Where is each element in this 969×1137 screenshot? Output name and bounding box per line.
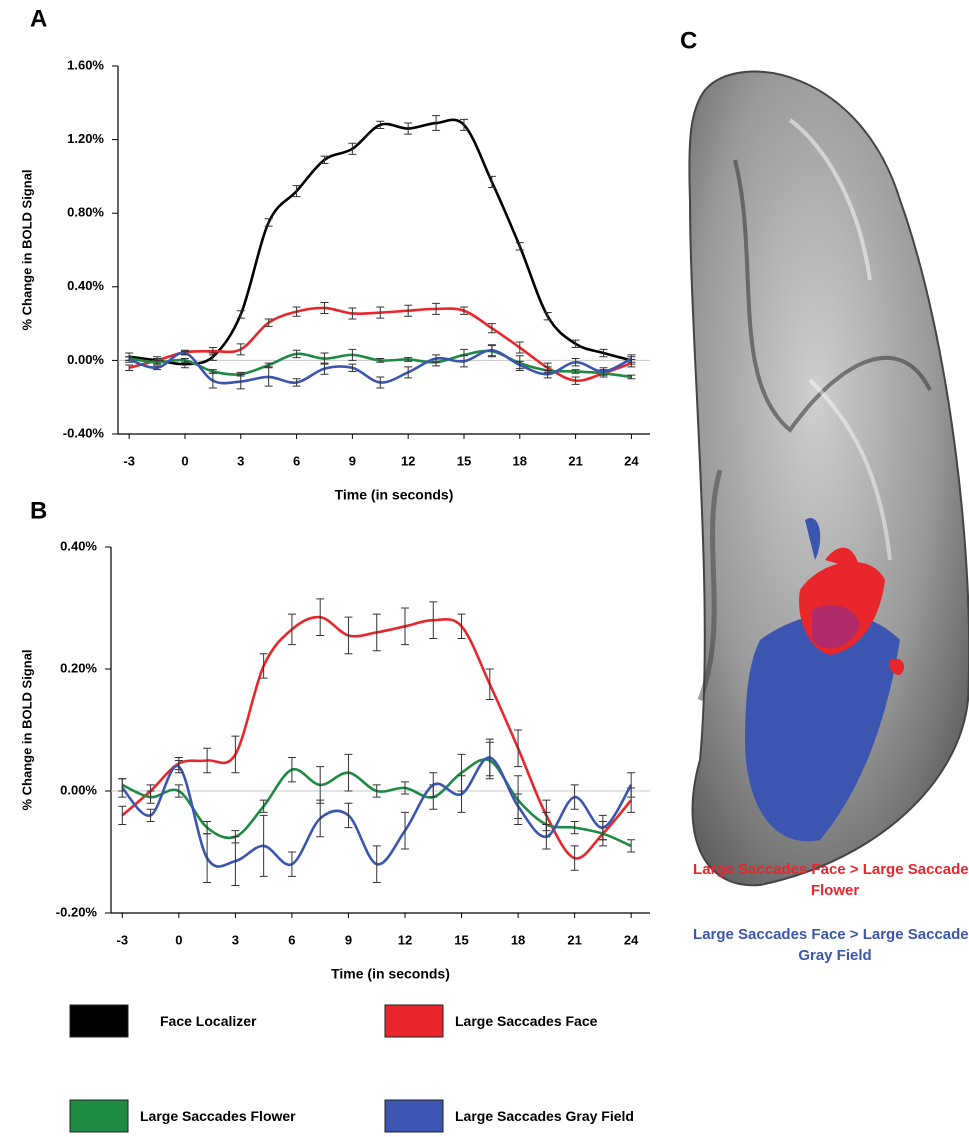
x-tick-label: 3 [237, 453, 244, 468]
legend-label: Large Saccades Flower [140, 1108, 296, 1124]
error-bar [344, 803, 352, 827]
x-axis-title: Time (in seconds) [331, 966, 450, 982]
x-tick-label: 18 [511, 932, 525, 947]
panel-label: B [30, 497, 47, 524]
y-tick-label: 0.40% [60, 538, 97, 553]
error-bar [486, 669, 494, 700]
error-bar [316, 800, 324, 837]
x-tick-label: 12 [401, 453, 415, 468]
y-tick-label: -0.40% [63, 425, 105, 440]
error-bar [118, 806, 126, 824]
x-tick-label: 18 [513, 453, 527, 468]
x-tick-label: 6 [288, 932, 295, 947]
y-tick-label: 1.60% [67, 57, 104, 72]
x-tick-label: 24 [624, 453, 639, 468]
x-tick-label: 0 [175, 932, 182, 947]
legend-swatch [385, 1005, 443, 1037]
error-bar [516, 243, 524, 250]
error-bar [203, 834, 211, 883]
x-tick-label: 0 [181, 453, 188, 468]
panel-label: C [680, 27, 697, 54]
x-tick-label: -3 [117, 932, 129, 947]
error-bar [514, 730, 522, 767]
legend-swatch [385, 1100, 443, 1132]
figure: C A % Change in BOLD Signal Time (in secon… [0, 0, 969, 1137]
x-tick-label: 6 [293, 453, 300, 468]
error-bar [231, 736, 239, 773]
x-tick-label: 21 [567, 932, 581, 947]
legend-label: Large Saccades Face [455, 1013, 597, 1029]
error-bar [288, 614, 296, 645]
x-tick-label: -3 [123, 453, 135, 468]
legend-swatch [70, 1005, 128, 1037]
series-line [129, 308, 631, 381]
error-bar [401, 812, 409, 849]
x-tick-label: 24 [624, 932, 639, 947]
y-axis-title: % Change in BOLD Signal [19, 169, 34, 330]
y-tick-label: 0.00% [60, 782, 97, 797]
x-tick-label: 9 [349, 453, 356, 468]
error-bar [265, 219, 273, 226]
brain-image [689, 72, 969, 886]
error-bar [237, 311, 245, 318]
error-bar [118, 779, 126, 797]
panel-label: A [30, 5, 47, 32]
legend-label: Large Saccades Gray Field [455, 1108, 634, 1124]
error-bar [348, 143, 356, 154]
error-bar [516, 342, 524, 353]
series-line [129, 120, 631, 364]
y-tick-label: 1.20% [67, 131, 104, 146]
y-tick-label: 0.40% [67, 278, 104, 293]
caption: Large Saccades Face > Large Saccades Gra… [690, 924, 969, 966]
x-tick-label: 12 [398, 932, 412, 947]
legend-label: Face Localizer [160, 1013, 257, 1029]
y-tick-label: 0.00% [67, 352, 104, 367]
caption: Large Saccades Face > Large Saccades Flo… [690, 859, 969, 901]
x-tick-label: 21 [568, 453, 582, 468]
legend-swatch [70, 1100, 128, 1132]
page: C A % Change in BOLD Signal Time (in secon… [0, 0, 969, 1137]
x-tick-label: 15 [454, 932, 468, 947]
error-bar [458, 614, 466, 638]
x-tick-label: 9 [345, 932, 352, 947]
y-tick-label: -0.20% [56, 904, 98, 919]
error-bar [627, 773, 635, 797]
y-tick-label: 0.80% [67, 205, 104, 220]
x-axis-title: Time (in seconds) [335, 487, 454, 503]
series-line [122, 617, 631, 858]
y-tick-label: 0.20% [60, 660, 97, 675]
y-axis-title: % Change in BOLD Signal [19, 649, 34, 810]
x-tick-label: 15 [457, 453, 471, 468]
x-tick-label: 3 [232, 932, 239, 947]
